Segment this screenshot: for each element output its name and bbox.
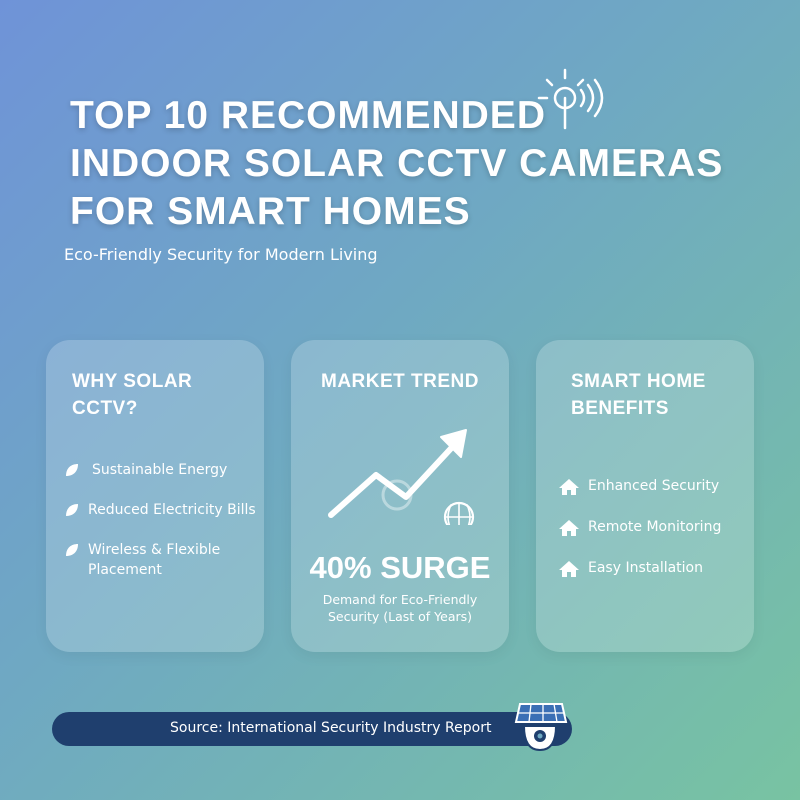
home-icon [559, 561, 579, 577]
card: WHY SOLAR CCTV? Sustainable Energy Reduc… [46, 340, 264, 652]
item-text: Reduced Electricity Bills [88, 502, 256, 518]
list-item: Wireless & Flexible Placement [64, 540, 259, 580]
item-text: Remote Monitoring [588, 519, 722, 535]
subtitle: Eco-Friendly Security for Modern Living [64, 245, 378, 264]
caption: Demand for Eco-Friendly Security (Last o… [322, 592, 478, 624]
card: MARKET TREND 40% SURGE Demand for Eco-Fr… [291, 340, 509, 652]
list-item: Sustainable Energy [64, 460, 259, 480]
item-text: Enhanced Security [588, 478, 720, 494]
leaf-icon [66, 544, 78, 556]
card: SMART HOME BENEFITS Enhanced Security Re… [536, 340, 754, 652]
card-title: SMART HOME BENEFITS [571, 371, 706, 419]
list-item: Enhanced Security [558, 476, 753, 496]
card-title: MARKET TREND [321, 371, 479, 392]
solar-camera-icon [514, 703, 568, 752]
list-item: Remote Monitoring [558, 517, 753, 537]
leaf-icon [66, 504, 78, 516]
item-text: Easy Installation [588, 560, 703, 576]
title: TOP 10 RECOMMENDED INDOOR SOLAR CCTV CAM… [70, 92, 723, 236]
leaf-icon [66, 464, 78, 476]
home-icon [559, 479, 579, 495]
item-text: Wireless & Flexible Placement [88, 542, 221, 578]
title-line: FOR SMART HOMES [70, 190, 471, 233]
solar-signal-icon [537, 68, 604, 130]
source-text: Source: International Security Industry … [170, 720, 492, 736]
card-title: WHY SOLAR CCTV? [72, 371, 193, 419]
trend-arrow-icon [328, 429, 475, 525]
list-item: Easy Installation [558, 558, 753, 578]
item-text: Sustainable Energy [92, 462, 228, 478]
source-bar: Source: International Security Industry … [52, 712, 572, 746]
home-icon [559, 520, 579, 536]
stat: 40% SURGE [309, 550, 491, 585]
title-line: TOP 10 RECOMMENDED [70, 94, 546, 137]
title-line: INDOOR SOLAR CCTV CAMERAS [70, 142, 724, 185]
list-item: Reduced Electricity Bills [64, 500, 259, 520]
